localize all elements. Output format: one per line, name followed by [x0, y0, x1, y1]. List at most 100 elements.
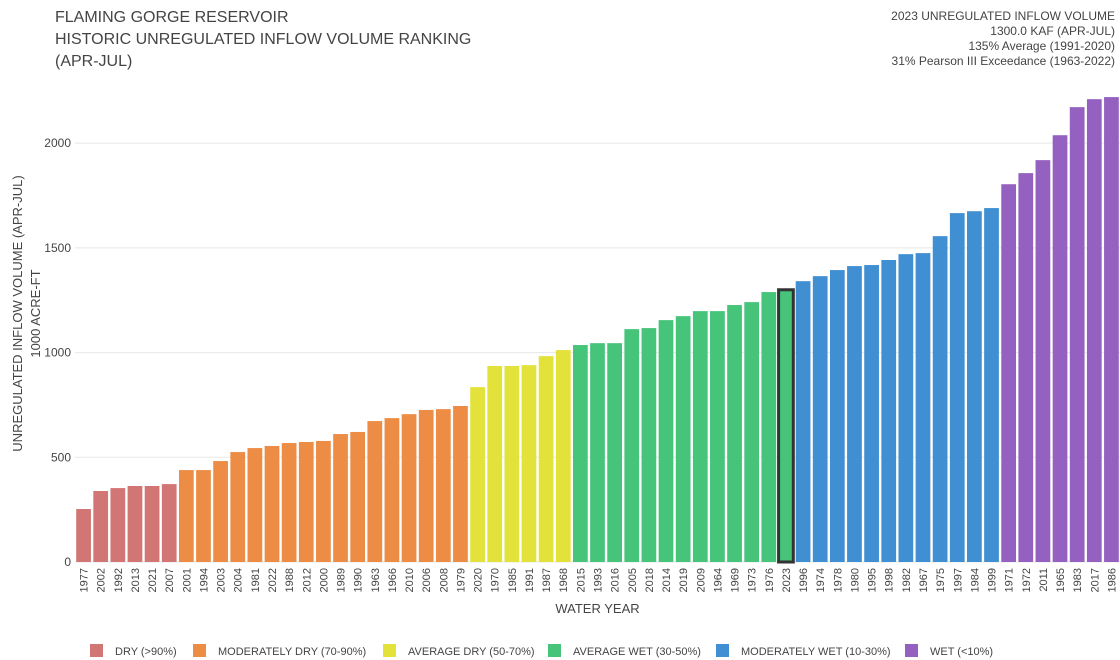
x-tick-label: 1976: [764, 568, 776, 592]
x-tick-label: 2020: [473, 568, 485, 592]
x-tick-label: 2001: [181, 568, 193, 592]
legend-label: WET (<10%): [930, 646, 993, 658]
x-tick-label: 1970: [490, 568, 502, 592]
legend-label: AVERAGE DRY (50-70%): [408, 646, 535, 658]
bar: [1104, 97, 1119, 562]
info-text: 1300.0 KAF (APR-JUL): [990, 24, 1115, 38]
bar: [418, 409, 434, 562]
x-tick-label: 2023: [781, 568, 793, 592]
bar: [196, 470, 211, 562]
legend-label: MODERATELY DRY (70-90%): [218, 646, 366, 658]
x-tick-label: 1981: [250, 568, 262, 592]
bar: [333, 434, 348, 562]
bar: [298, 442, 314, 562]
bar: [110, 488, 126, 562]
x-tick-label: 1994: [198, 568, 210, 592]
legend-label: MODERATELY WET (10-30%): [741, 646, 891, 658]
x-tick-label: 2018: [644, 568, 656, 592]
x-axis-label: WATER YEAR: [555, 601, 639, 616]
bar: [76, 509, 91, 562]
bar: [1001, 184, 1017, 562]
bar: [915, 253, 931, 562]
x-tick-label: 1995: [867, 568, 879, 592]
bar: [727, 305, 742, 562]
x-tick-label: 2017: [1089, 568, 1101, 592]
x-tick-label: 1977: [79, 568, 91, 592]
x-tick-label: 1996: [798, 568, 810, 592]
x-tick-label: 1972: [1021, 568, 1033, 592]
x-tick-label: 2002: [96, 568, 108, 592]
x-tick-label: 2014: [661, 568, 673, 592]
x-tick-label: 2005: [627, 568, 639, 592]
x-tick-label: 1968: [558, 568, 570, 592]
x-tick-label: 1975: [935, 568, 947, 592]
bar: [1018, 173, 1034, 562]
x-tick-label: 2015: [575, 568, 587, 592]
bar: [641, 328, 657, 562]
info-text: 31% Pearson III Exceedance (1963-2022): [892, 54, 1115, 68]
bar: [710, 311, 725, 562]
x-tick-label: 1974: [815, 568, 827, 592]
bar: [949, 213, 965, 562]
bar: [829, 270, 845, 562]
x-tick-label: 1991: [524, 568, 536, 592]
x-tick-label: 2013: [130, 568, 142, 592]
bar: [316, 440, 331, 562]
legend-swatch: [193, 644, 206, 657]
x-tick-label: 1971: [1004, 568, 1016, 592]
bar: [777, 288, 795, 564]
bar: [435, 409, 451, 562]
y-tick-label: 1000: [44, 346, 71, 360]
x-tick-label: 2006: [421, 568, 433, 592]
legend-label: DRY (>90%): [115, 646, 177, 658]
x-tick-label: 1986: [1106, 568, 1118, 592]
bar: [247, 448, 263, 562]
y-tick-label: 1500: [44, 241, 71, 255]
x-tick-label: 2009: [695, 568, 707, 592]
x-tick-label: 1988: [284, 568, 296, 592]
x-tick-label: 2011: [1038, 568, 1050, 592]
bar: [367, 421, 383, 562]
chart-title: HISTORIC UNREGULATED INFLOW VOLUME RANKI…: [55, 31, 471, 48]
bar: [1052, 135, 1068, 562]
x-tick-label: 1973: [747, 568, 759, 592]
legend-swatch: [383, 644, 396, 657]
x-tick-label: 1963: [370, 568, 382, 592]
bar: [93, 491, 109, 562]
legend-swatch: [716, 644, 729, 657]
x-tick-label: 1965: [1055, 568, 1067, 592]
bar: [761, 292, 777, 562]
x-tick-label: 2019: [678, 568, 690, 592]
x-tick-label: 2016: [610, 568, 622, 592]
x-tick-label: 1979: [455, 568, 467, 592]
bar: [1069, 107, 1085, 563]
bar: [127, 485, 143, 562]
info-text: 135% Average (1991-2020): [968, 39, 1115, 53]
x-tick-label: 2021: [147, 568, 159, 592]
x-tick-label: 1969: [730, 568, 742, 592]
legend-swatch: [90, 644, 103, 657]
x-tick-label: 2010: [404, 568, 416, 592]
bar: [573, 345, 588, 562]
bar: [350, 431, 366, 562]
x-tick-label: 1983: [1072, 568, 1084, 592]
bar: [178, 470, 194, 562]
bar: [658, 320, 674, 562]
x-tick-label: 2000: [318, 568, 330, 592]
y-axis-label: 1000 ACRE-FT: [28, 269, 43, 357]
bar: [984, 208, 999, 562]
legend-swatch: [548, 644, 561, 657]
x-tick-label: 2012: [301, 568, 313, 592]
bar: [967, 211, 982, 563]
bar: [555, 350, 571, 562]
x-tick-label: 2007: [164, 568, 176, 592]
x-tick-label: 1989: [336, 568, 348, 592]
legend-label: AVERAGE WET (30-50%): [573, 646, 701, 658]
bar: [1086, 99, 1102, 562]
bar: [624, 329, 640, 562]
x-tick-label: 1978: [832, 568, 844, 592]
bar: [795, 281, 811, 562]
bar: [213, 461, 228, 562]
x-tick-label: 1998: [884, 568, 896, 592]
x-tick-label: 1993: [593, 568, 605, 592]
